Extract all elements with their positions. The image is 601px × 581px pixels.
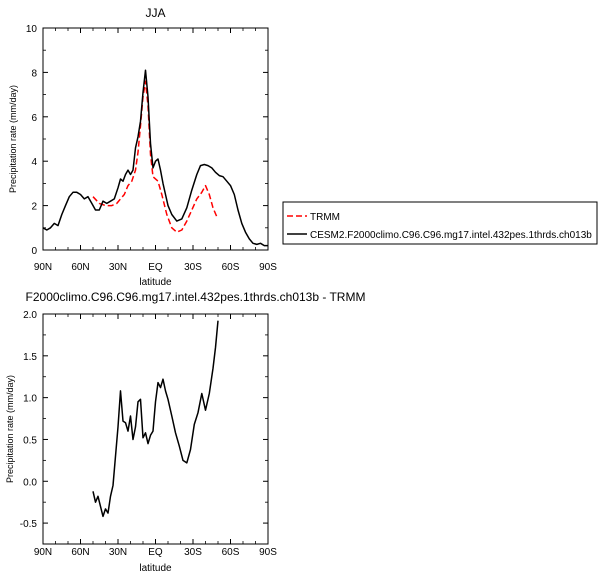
y-tick-label: 2.0 xyxy=(23,310,37,321)
series-line-trmm xyxy=(92,80,218,233)
y-tick-label: 1.5 xyxy=(23,352,37,363)
y-axis-label: Precipitation rate (mm/day) xyxy=(5,375,15,483)
x-tick-label: 60N xyxy=(71,547,89,558)
x-tick-label: 90S xyxy=(259,262,277,273)
x-tick-label: 60N xyxy=(71,262,89,273)
x-tick-label: 30N xyxy=(109,547,127,558)
plot-frame xyxy=(42,313,269,545)
series-line-cesm2 xyxy=(42,69,268,247)
x-axis-label: latitude xyxy=(139,563,172,574)
series-line-difference xyxy=(92,320,219,518)
legend: TRMM CESM2.F2000climo.C96.C96.mg17.intel.… xyxy=(282,201,598,245)
x-tick-label: 90S xyxy=(259,547,277,558)
y-tick-label: 2 xyxy=(31,202,37,213)
x-tick-label: 60S xyxy=(222,262,240,273)
y-tick-label: 1.0 xyxy=(23,394,37,405)
plot-frame xyxy=(42,27,269,251)
chart-title: JJA xyxy=(145,6,165,20)
y-tick-label: 0.0 xyxy=(23,477,37,488)
y-tick-label: 0.5 xyxy=(23,435,37,446)
x-tick-label: 30S xyxy=(184,547,202,558)
legend-label: TRMM xyxy=(310,212,340,223)
y-tick-label: 0 xyxy=(31,246,37,257)
y-tick-label: -0.5 xyxy=(20,519,38,530)
x-axis-label: latitude xyxy=(139,277,172,288)
x-tick-label: 30S xyxy=(184,262,202,273)
chart-panel-1: JJA 90N 60N 30N EQ 30S 60S 90S 0 2 4 6 8 10 latitude Pr… xyxy=(8,6,598,288)
x-tick-label: EQ xyxy=(148,547,163,558)
y-tick-label: 6 xyxy=(31,113,37,124)
chart-panel-2: F2000climo.C96.C96.mg17.intel.432pes.1th… xyxy=(5,290,365,574)
y-tick-label: 10 xyxy=(26,24,38,35)
y-tick-label: 4 xyxy=(31,157,37,168)
x-tick-label: 30N xyxy=(109,262,127,273)
y-axis-label: Precipitation rate (mm/day) xyxy=(8,85,18,193)
y-tick-label: 8 xyxy=(31,68,37,79)
x-tick-label: 90N xyxy=(34,262,52,273)
legend-box xyxy=(282,201,598,245)
x-tick-label: 60S xyxy=(222,547,240,558)
chart-title: F2000climo.C96.C96.mg17.intel.432pes.1th… xyxy=(26,290,366,304)
legend-label: CESM2.F2000climo.C96.C96.mg17.intel.432p… xyxy=(310,230,592,241)
x-tick-label: EQ xyxy=(148,262,163,273)
x-tick-label: 90N xyxy=(34,547,52,558)
